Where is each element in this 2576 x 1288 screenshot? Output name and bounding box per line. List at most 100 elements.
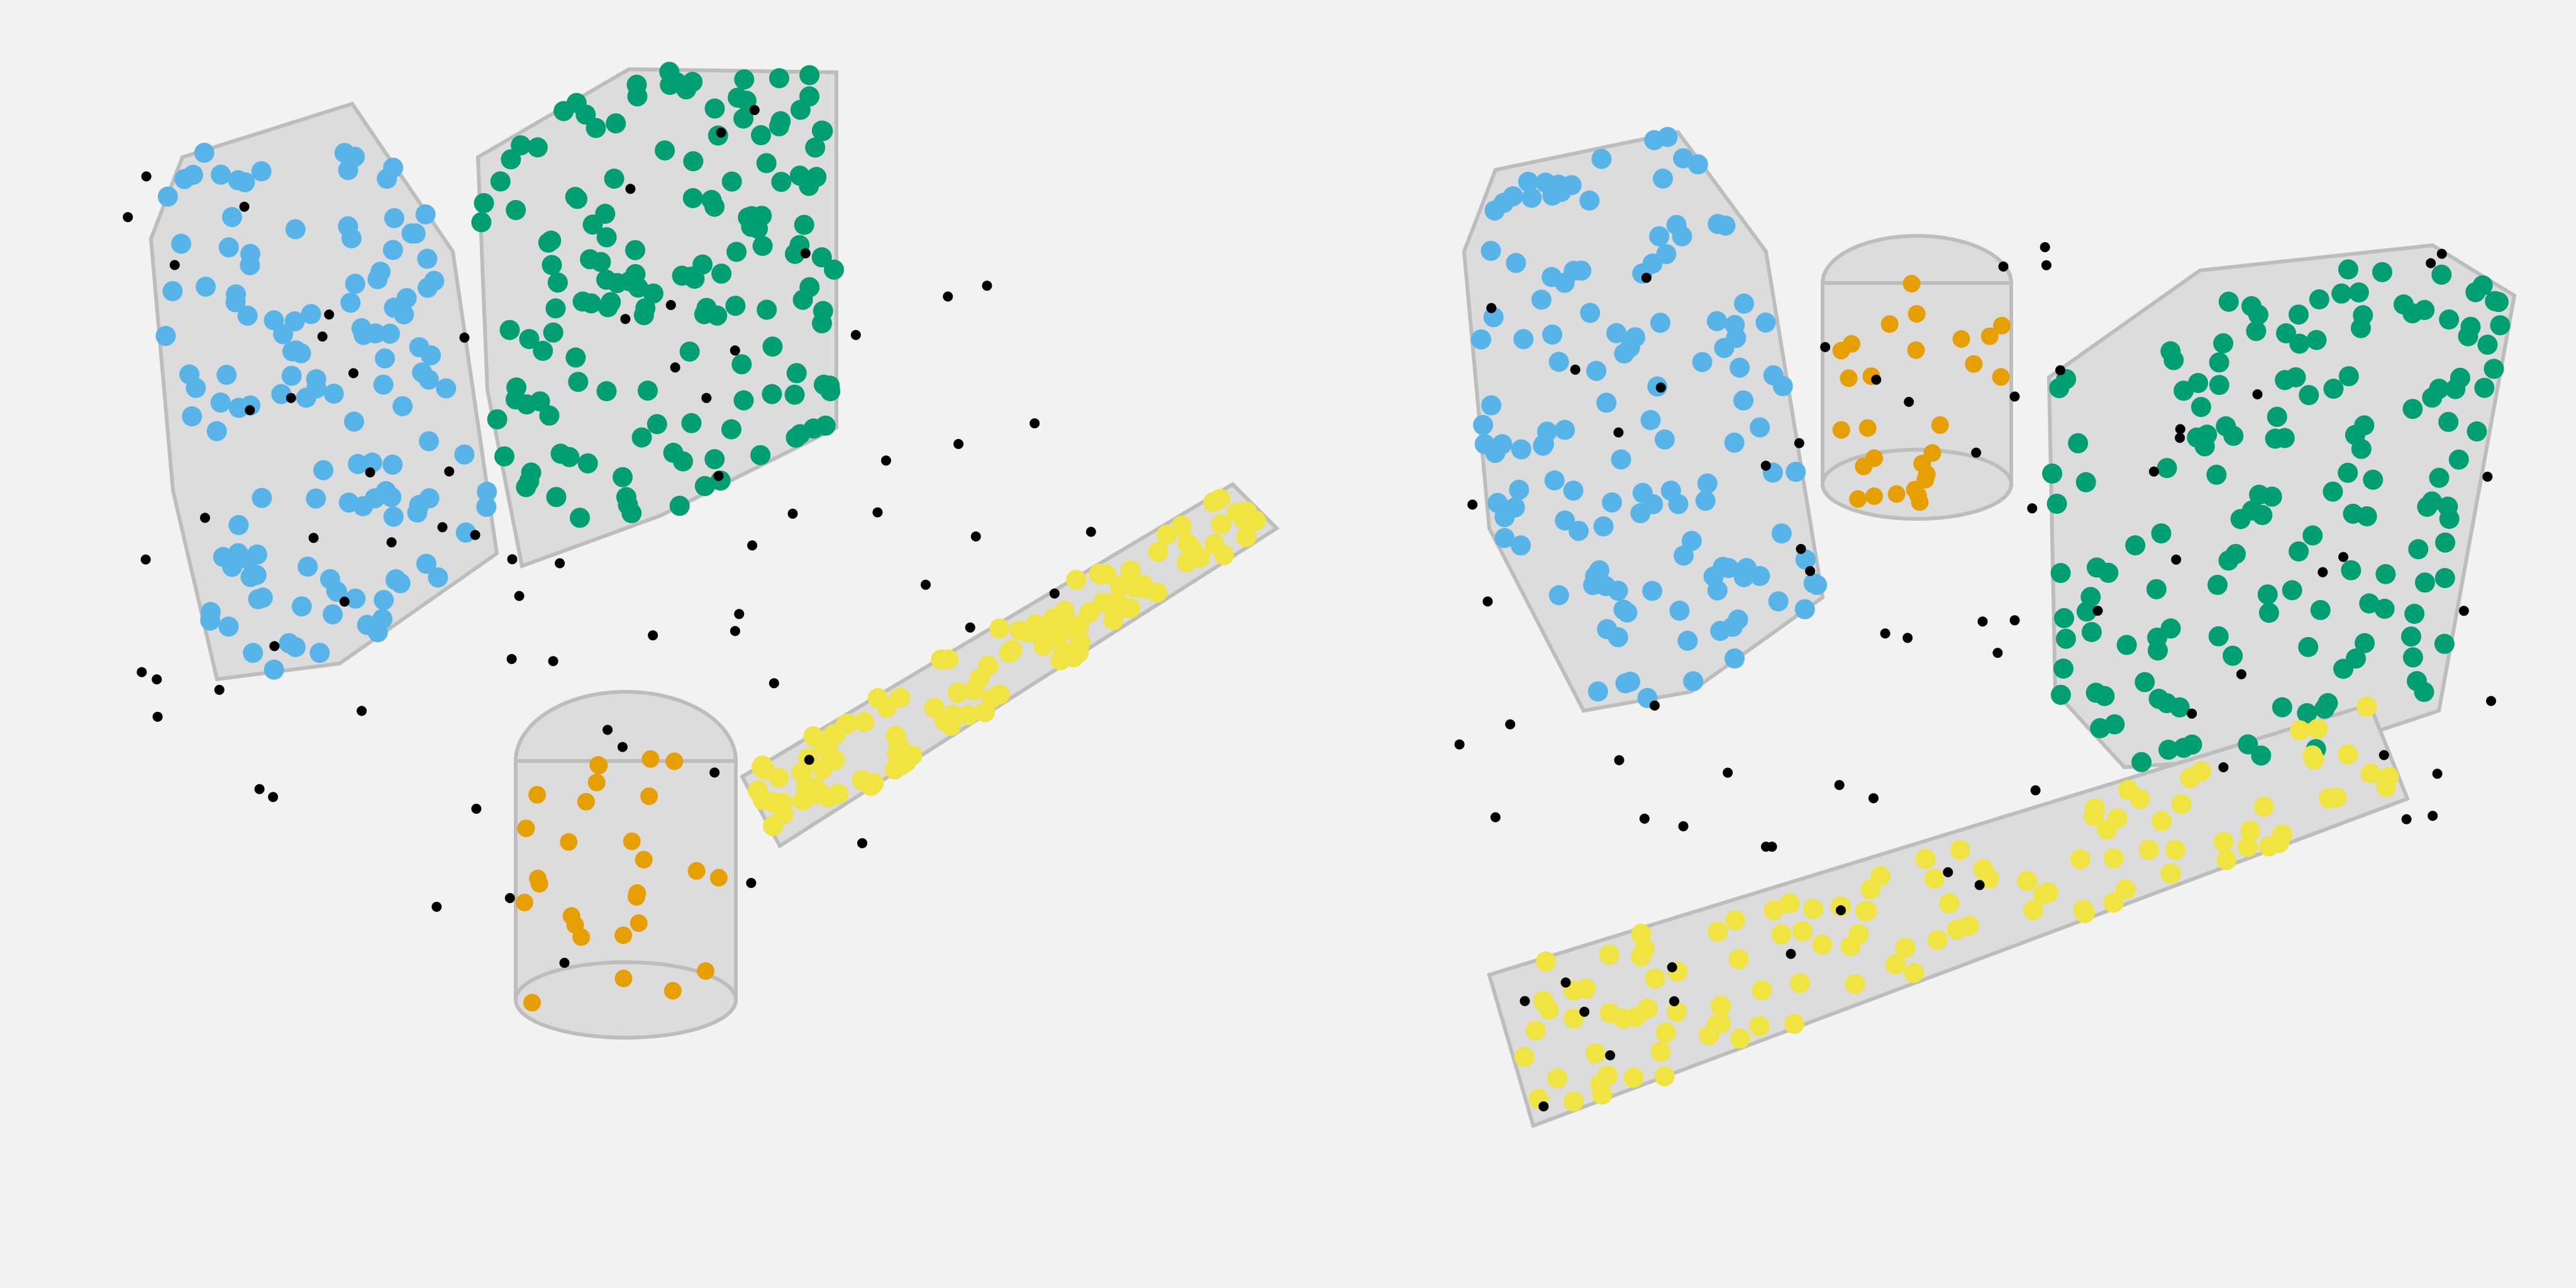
pasta-box-point: [1563, 1008, 1584, 1029]
milk-carton-point: [1657, 126, 1678, 147]
cereal-box-point: [2274, 428, 2295, 448]
pasta-box-point: [2118, 780, 2138, 800]
pasta-box-point: [1771, 924, 1792, 945]
cereal-box-point: [547, 272, 568, 293]
cereal-box-point: [2206, 464, 2227, 485]
outlier-point: [1902, 633, 1913, 643]
cereal-box-point: [559, 447, 580, 467]
cereal-box-point: [733, 108, 754, 129]
milk-carton-point: [264, 659, 284, 680]
milk-carton-point: [377, 169, 397, 189]
milk-carton-point: [344, 411, 364, 432]
milk-carton-point: [382, 454, 403, 475]
can-point: [589, 756, 608, 774]
cereal-box-point: [490, 171, 511, 192]
milk-carton-point: [1473, 414, 1494, 435]
cereal-box-point: [663, 443, 684, 463]
cereal-box-point: [527, 137, 548, 158]
outlier-point: [268, 792, 279, 802]
cereal-box-point: [2341, 560, 2362, 580]
pasta-box-point: [1600, 1003, 1620, 1023]
outlier-point: [625, 184, 636, 194]
cereal-box-point: [2081, 622, 2102, 642]
cereal-box-point: [2213, 333, 2234, 353]
milk-carton-point: [1555, 419, 1575, 440]
milk-carton-point: [218, 237, 239, 258]
milk-carton-point: [380, 323, 400, 344]
milk-carton-point: [1785, 462, 1806, 482]
pasta-box-point: [989, 618, 1010, 639]
milk-carton-point: [252, 487, 272, 508]
can-point: [1931, 416, 1949, 434]
milk-carton-point: [1668, 494, 1689, 514]
pasta-box-point: [1210, 489, 1231, 509]
cereal-box-point: [2209, 352, 2229, 373]
cereal-box-point: [721, 171, 742, 192]
milk-carton-point: [416, 553, 436, 574]
cereal-box-point: [2353, 305, 2373, 326]
milk-carton-point: [1579, 190, 1600, 211]
milk-carton-point: [409, 337, 430, 358]
outlier-point: [670, 362, 680, 373]
outlier-point: [365, 467, 375, 478]
milk-carton-point: [1726, 328, 1746, 348]
outlier-point: [747, 540, 758, 551]
cereal-box-point: [2160, 341, 2181, 362]
pasta-box-point: [1707, 921, 1728, 942]
milk-carton-point: [1551, 182, 1572, 203]
outlier-point: [1049, 588, 1060, 599]
cereal-box-point: [2272, 697, 2292, 718]
pasta-box-point: [1927, 930, 1948, 950]
milk-carton-point: [1611, 449, 1631, 470]
milk-carton-point: [1513, 329, 1534, 350]
milk-carton-point: [211, 164, 231, 185]
pasta-box-point: [1699, 1024, 1719, 1045]
milk-carton-point: [1587, 681, 1608, 702]
outlier-point: [1560, 977, 1571, 988]
cereal-box-point: [752, 236, 773, 256]
cereal-box-point: [613, 467, 633, 487]
pasta-box-point: [854, 712, 875, 733]
pasta-box-point: [2318, 788, 2339, 809]
cereal-box-point: [2375, 564, 2396, 584]
cereal-box-point: [2357, 506, 2377, 526]
milk-carton-point: [1596, 392, 1617, 413]
pasta-box-point: [2070, 849, 2090, 870]
milk-carton-point: [1548, 585, 1569, 606]
can-point: [709, 869, 728, 887]
cereal-box-point: [519, 329, 540, 350]
outlier-point: [1977, 616, 1988, 627]
cereal-box-point: [596, 227, 617, 248]
milk-carton-point: [418, 277, 438, 298]
milk-carton-point: [247, 544, 267, 565]
milk-carton-point: [1724, 432, 1745, 453]
outlier-point: [1505, 719, 1516, 730]
milk-carton-point: [1649, 226, 1670, 247]
milk-carton-point: [1563, 260, 1584, 281]
milk-carton-point: [313, 460, 334, 480]
outlier-point: [1785, 948, 1796, 959]
outlier-point: [1871, 374, 1882, 385]
milk-carton-point: [1535, 172, 1556, 193]
cereal-box-point: [565, 347, 586, 368]
milk-carton-point: [240, 567, 261, 587]
can-point: [640, 787, 658, 806]
milk-carton-point: [1768, 591, 1789, 612]
outlier-point: [1805, 566, 1816, 576]
cereal-box-point: [2208, 626, 2229, 647]
milk-carton-point: [306, 378, 326, 399]
cereal-box-point: [570, 508, 590, 528]
cereal-box-point: [2174, 380, 2194, 401]
can-point: [572, 928, 591, 947]
milk-carton-point: [252, 587, 273, 608]
cereal-box-point: [756, 153, 777, 174]
cereal-box-point: [2439, 509, 2460, 529]
outlier-point: [2092, 606, 2103, 616]
pasta-box-point: [812, 758, 833, 779]
pasta-box-point: [1638, 998, 1658, 1019]
outlier-point: [1904, 397, 1914, 407]
pasta-box-point: [1025, 614, 1046, 635]
pasta-box-point: [1711, 996, 1731, 1016]
can-point: [663, 982, 682, 1000]
milk-carton-point: [338, 492, 359, 513]
